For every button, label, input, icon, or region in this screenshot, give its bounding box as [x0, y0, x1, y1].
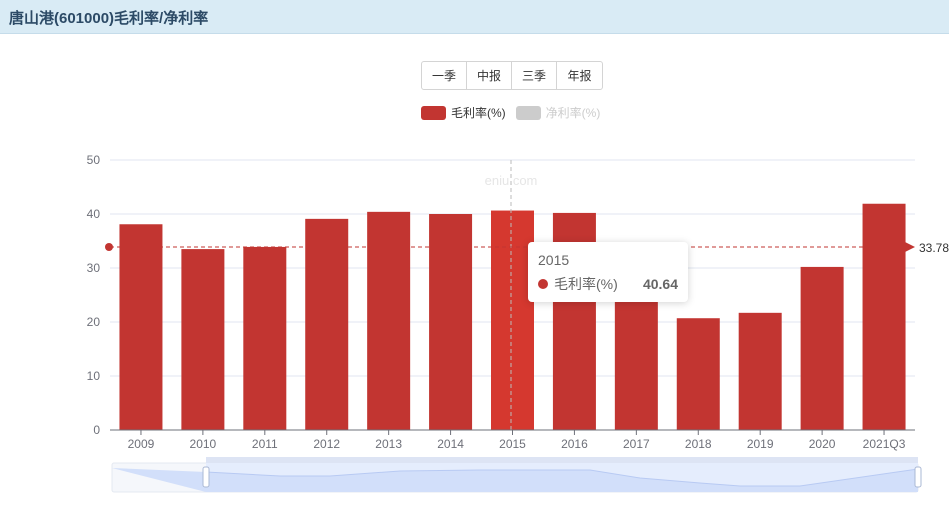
- x-tick-label: 2016: [561, 437, 588, 451]
- y-tick-label: 30: [87, 261, 101, 275]
- period-button-annual[interactable]: 年报: [567, 69, 592, 83]
- x-tick-label: 2012: [313, 437, 340, 451]
- page-title: 唐山港(601000)毛利率/净利率: [9, 10, 209, 27]
- tooltip-title: 2015: [538, 252, 570, 268]
- x-tick-label: 2013: [375, 437, 402, 451]
- x-tick-label: 2014: [437, 437, 464, 451]
- x-tick-label: 2017: [623, 437, 650, 451]
- tooltip-value: 40.64: [642, 276, 678, 292]
- legend-swatch-net-margin: [515, 105, 541, 120]
- watermark: eniu.com: [485, 173, 538, 188]
- period-button-q1[interactable]: 一季: [422, 62, 467, 89]
- legend-label: 毛利率(%): [451, 106, 506, 120]
- period-button-q3[interactable]: 三季: [512, 62, 557, 89]
- tooltip-series-name: 毛利率(%): [554, 276, 618, 292]
- bar-2013[interactable]: [367, 211, 411, 430]
- x-axis: 2009 2010 2011 2012 2013 2014 2015 2016 2017 2018…: [128, 430, 906, 451]
- x-tick-label: 2009: [128, 437, 155, 451]
- bar-2019[interactable]: [738, 312, 782, 430]
- bar-2021Q3[interactable]: [862, 203, 906, 430]
- y-tick-label: 40: [87, 207, 101, 221]
- period-button-group: 一季 中报 三季 年报: [421, 61, 603, 90]
- period-button-half-year[interactable]: 中报: [467, 62, 512, 89]
- y-tick-label: 50: [87, 153, 101, 167]
- y-tick-label: 20: [87, 315, 101, 329]
- page-header: 唐山港(601000)毛利率/净利率: [0, 0, 949, 34]
- bar-2020[interactable]: [800, 266, 844, 430]
- y-tick-label: 10: [87, 369, 101, 383]
- x-tick-label: 2011: [252, 437, 278, 451]
- tooltip-row: 毛利率(%) 40.64: [538, 274, 678, 294]
- legend-label: 净利率(%): [545, 106, 601, 120]
- bar-2018[interactable]: [676, 318, 720, 430]
- x-tick-label: 2015: [499, 437, 526, 451]
- x-tick-label: 2019: [747, 437, 774, 451]
- y-axis: 0 10 20 30 40 50: [87, 153, 101, 437]
- average-line-start-dot: [105, 243, 113, 251]
- chart-legend: 毛利率(%) 净利率(%): [421, 104, 610, 121]
- bar-2009[interactable]: [119, 224, 163, 430]
- bar-2014[interactable]: [429, 214, 473, 430]
- y-tick-label: 0: [93, 423, 100, 437]
- bar-2011[interactable]: [243, 246, 287, 430]
- x-tick-label: 2010: [190, 437, 217, 451]
- bar-2012[interactable]: [305, 218, 349, 430]
- x-tick-label: 2018: [685, 437, 712, 451]
- average-line-arrow-icon: [905, 242, 915, 252]
- bars[interactable]: [119, 203, 906, 430]
- slider-move-handle[interactable]: [206, 457, 918, 463]
- legend-item-net-margin[interactable]: 净利率(%): [515, 104, 601, 121]
- slider-preview-line: [205, 468, 919, 487]
- slider-preview-area: [112, 468, 918, 492]
- chart-tooltip: 2015 毛利率(%) 40.64: [528, 242, 688, 302]
- average-mark-line: 33.78: [105, 241, 949, 255]
- average-line-label: 33.78: [919, 241, 949, 255]
- legend-swatch-gross-margin: [421, 105, 446, 120]
- slider-left-handle[interactable]: [202, 466, 210, 488]
- slider-right-handle[interactable]: [914, 466, 922, 488]
- legend-item-gross-margin[interactable]: 毛利率(%): [421, 104, 506, 121]
- x-tick-label: 2020: [809, 437, 836, 451]
- data-zoom-slider[interactable]: [111, 457, 922, 493]
- x-tick-label: 2021Q3: [863, 437, 906, 451]
- tooltip-series-dot-icon: [538, 279, 548, 289]
- bar-2010[interactable]: [181, 249, 225, 430]
